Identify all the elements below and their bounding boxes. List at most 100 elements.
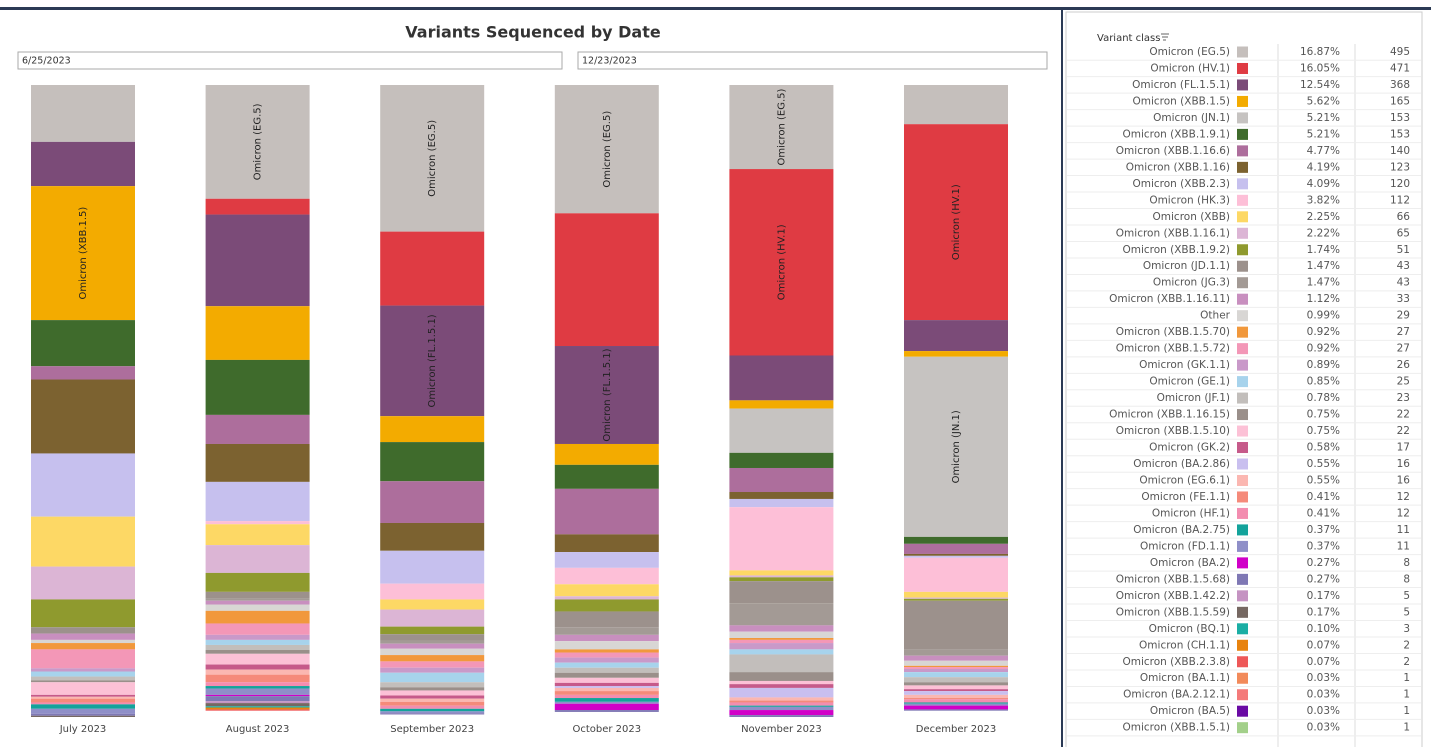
legend-name: Omicron (XBB.1.16) xyxy=(1126,161,1230,173)
bar-segment xyxy=(904,600,1008,650)
bar-label: Omicron (HV.1) xyxy=(776,224,787,300)
bar-segment xyxy=(904,667,1008,669)
bar-segment xyxy=(31,649,135,669)
bar-segment xyxy=(904,665,1008,668)
date-filter-end[interactable] xyxy=(577,51,1048,70)
date-end[interactable]: 12/23/2023 xyxy=(582,56,637,67)
bar-label: Omicron (FL.1.5.1) xyxy=(427,314,438,407)
legend-share: 0.78% xyxy=(1307,392,1340,404)
bar-segment xyxy=(380,640,485,644)
bar-segment xyxy=(554,488,659,535)
bar-segment xyxy=(205,572,310,592)
bar-segment xyxy=(205,198,310,215)
date-filter-start[interactable] xyxy=(17,51,563,70)
legend-count: 1 xyxy=(1403,672,1410,684)
bar-segment xyxy=(904,553,1008,556)
legend-swatch xyxy=(1237,573,1248,585)
legend-name: Omicron (BA.1.1) xyxy=(1140,672,1230,684)
legend-share: 0.37% xyxy=(1307,524,1340,536)
legend-count: 22 xyxy=(1397,425,1410,437)
bar-segment xyxy=(554,627,659,635)
bar-segment xyxy=(205,306,310,360)
legend-share: 0.17% xyxy=(1307,606,1340,618)
legend-swatch xyxy=(1237,656,1248,668)
bar-segment xyxy=(205,545,310,573)
bar-segment xyxy=(729,643,834,650)
bar-segment xyxy=(729,85,834,170)
legend-swatch xyxy=(1237,590,1248,602)
legend-share: 0.55% xyxy=(1307,458,1340,470)
legend-swatch xyxy=(1237,491,1248,503)
bar-segment xyxy=(554,687,659,692)
legend-share: 0.07% xyxy=(1307,639,1340,651)
bar-segment xyxy=(729,577,834,582)
bar-segment xyxy=(205,634,310,640)
bar-segment xyxy=(904,677,1008,683)
bar-segment xyxy=(554,584,659,597)
bar-segment xyxy=(31,671,135,677)
bar-segment xyxy=(205,639,310,645)
bar-segment xyxy=(729,625,834,632)
bar-segment xyxy=(554,662,659,668)
legend-count: 368 xyxy=(1390,79,1410,91)
legend-name: Omicron (XBB.2.3) xyxy=(1132,178,1230,190)
bar-segment xyxy=(380,522,485,551)
legend-name: Omicron (XBB) xyxy=(1153,211,1230,223)
legend-share: 1.12% xyxy=(1307,293,1340,305)
bar-segment xyxy=(380,442,485,482)
bar-segment xyxy=(380,85,485,232)
bar-segment xyxy=(205,521,310,525)
x-tick-label: August 2023 xyxy=(226,724,290,735)
legend-count: 5 xyxy=(1403,590,1410,602)
bar-segment xyxy=(904,649,1008,656)
bar-segment xyxy=(380,550,485,584)
bar-segment xyxy=(380,661,485,668)
legend-share: 0.75% xyxy=(1307,409,1340,421)
legend-name: Omicron (JN.1) xyxy=(1153,112,1230,124)
bar-segment xyxy=(380,667,485,673)
legend-name: Omicron (XBB.2.3.8) xyxy=(1122,656,1230,668)
bar-segment xyxy=(729,700,834,703)
bar-segment xyxy=(554,701,659,704)
legend-swatch xyxy=(1237,194,1248,206)
bar-segment xyxy=(380,416,485,443)
legend-share: 1.47% xyxy=(1307,260,1340,272)
legend-share: 0.03% xyxy=(1307,705,1340,717)
sort-icon[interactable] xyxy=(1161,33,1169,41)
bar-segment xyxy=(729,680,834,685)
date-start[interactable]: 6/25/2023 xyxy=(22,56,71,67)
bar-segment xyxy=(205,674,310,683)
legend-swatch xyxy=(1237,606,1248,618)
bar-segment xyxy=(205,598,310,601)
bar-segment xyxy=(904,320,1008,352)
legend-name: Omicron (XBB.1.9.2) xyxy=(1122,244,1230,256)
legend-name: Omicron (GK.1.1) xyxy=(1139,359,1230,371)
legend-share: 0.75% xyxy=(1307,425,1340,437)
legend-name: Omicron (XBB.1.9.1) xyxy=(1122,128,1230,140)
bar-segment xyxy=(205,669,310,675)
legend-count: 26 xyxy=(1397,359,1411,371)
bar-segment xyxy=(205,653,310,665)
legend-name: Omicron (BA.2.75) xyxy=(1133,524,1230,536)
legend-share: 0.58% xyxy=(1307,442,1340,454)
bar-segment xyxy=(205,623,310,635)
legend-swatch xyxy=(1237,161,1248,173)
legend-name: Omicron (BA.2.12.1) xyxy=(1123,689,1230,701)
top-border xyxy=(0,7,1431,10)
bar-segment xyxy=(380,682,485,688)
bar-segment xyxy=(205,664,310,670)
legend-swatch xyxy=(1237,211,1248,223)
bar-segment xyxy=(205,703,310,707)
bar-segment xyxy=(205,591,310,599)
bar-segment xyxy=(31,696,135,699)
bar-segment xyxy=(554,703,659,711)
bar-segment xyxy=(31,141,135,187)
legend-swatch xyxy=(1237,128,1248,140)
bar-segment xyxy=(904,689,1008,692)
legend-share: 3.82% xyxy=(1307,194,1340,206)
legend-count: 17 xyxy=(1397,442,1410,454)
x-tick-label: July 2023 xyxy=(59,724,107,735)
legend-share: 2.22% xyxy=(1307,227,1340,239)
bar-segment xyxy=(729,169,834,356)
bar-segment xyxy=(729,672,834,681)
